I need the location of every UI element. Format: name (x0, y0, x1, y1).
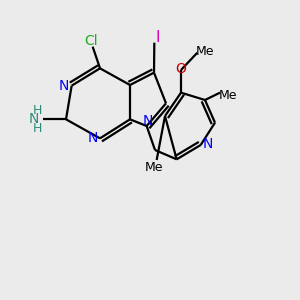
Text: N: N (87, 131, 98, 145)
Text: N: N (203, 136, 213, 151)
Text: H: H (33, 122, 42, 135)
Text: Me: Me (144, 161, 163, 174)
Text: N: N (143, 115, 153, 128)
Text: Me: Me (196, 45, 214, 58)
Text: Me: Me (218, 89, 237, 102)
Text: N: N (28, 112, 39, 126)
Text: O: O (176, 61, 186, 76)
Text: Cl: Cl (84, 34, 98, 48)
Text: I: I (155, 30, 160, 45)
Text: H: H (33, 104, 42, 117)
Text: N: N (59, 79, 69, 93)
